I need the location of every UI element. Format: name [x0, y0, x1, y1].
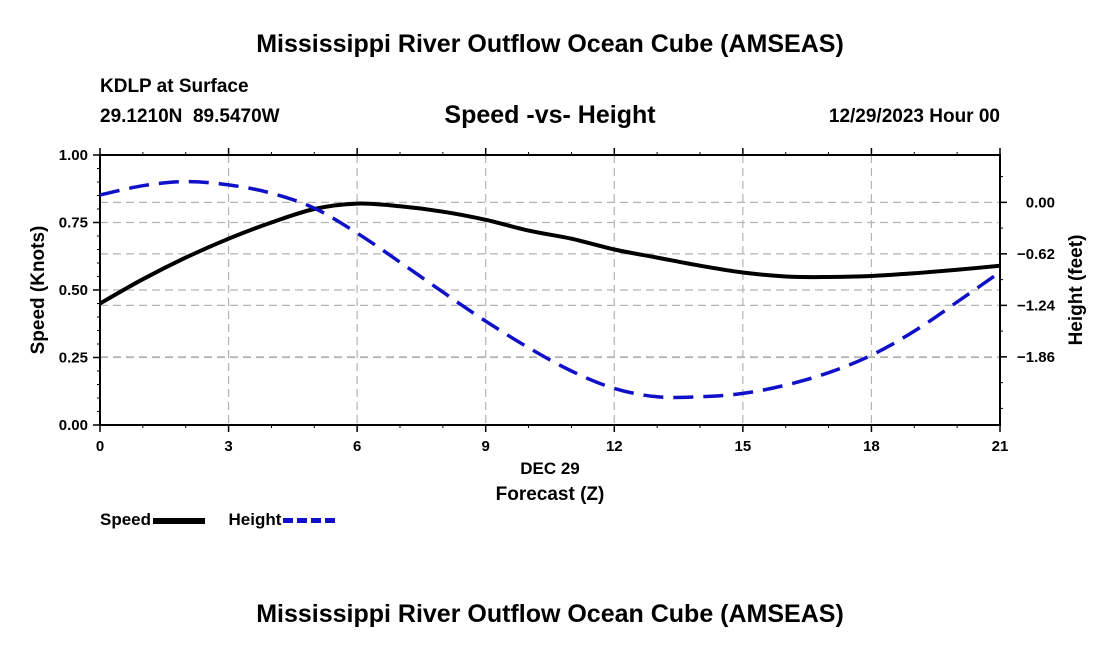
- x-tick-label: 12: [606, 438, 623, 455]
- y2-tick-label: −1.24: [1017, 297, 1056, 314]
- plot-frame: [99, 154, 1001, 426]
- y2-tick-label: 0.00: [1026, 194, 1055, 211]
- x-tick-label: 3: [224, 438, 232, 455]
- station-label: KDLP at Surface: [100, 76, 249, 97]
- legend-speed-label: Speed: [100, 510, 152, 529]
- series-line-height: [99, 179, 1002, 400]
- legend-speed-swatch: [153, 517, 206, 524]
- y-tick-label: 0.25: [59, 350, 88, 367]
- grid-lines: [100, 155, 1000, 425]
- speed-height-chart: 0 3 6 9 12 15 18 21 0.00 0.25 0.50 0.75 1.00 0.00 −0.6…: [28, 147, 1087, 505]
- x-tick-label: 6: [353, 438, 361, 455]
- x-tick-label: 15: [735, 438, 752, 455]
- legend: Speed Height: [100, 510, 336, 530]
- y2-tick-label: −1.86: [1017, 349, 1055, 366]
- chart-subtitle: Speed -vs- Height: [444, 101, 656, 129]
- y-tick-label: 0.50: [59, 282, 88, 299]
- x-tick-label: 21: [992, 438, 1009, 455]
- legend-height-swatch: [283, 518, 336, 524]
- y-axis-title: Speed (Knots): [28, 226, 49, 355]
- footer-title: Mississippi River Outflow Ocean Cube (AM…: [256, 600, 844, 628]
- axis-labels: 0 3 6 9 12 15 18 21 0.00 0.25 0.50 0.75 1.00 0.00 −0.6…: [28, 147, 1087, 505]
- x-axis-date-label: DEC 29: [520, 459, 580, 478]
- legend-height-label: Height: [228, 510, 282, 529]
- series-line-speed: [98, 201, 1001, 306]
- data-series: [98, 179, 1002, 400]
- y-tick-label: 0.00: [59, 417, 88, 434]
- x-tick-label: 9: [482, 438, 490, 455]
- x-tick-label: 18: [863, 438, 880, 455]
- chart-title: Mississippi River Outflow Ocean Cube (AM…: [256, 30, 844, 58]
- y2-tick-label: −0.62: [1017, 246, 1055, 263]
- date-label: 12/29/2023 Hour 00: [828, 106, 1000, 127]
- y2-axis-title: Height (feet): [1066, 235, 1087, 346]
- x-axis-title: Forecast (Z): [496, 484, 605, 505]
- x-tick-label: 0: [96, 438, 104, 455]
- y-tick-label: 1.00: [59, 147, 88, 164]
- y-tick-label: 0.75: [59, 215, 88, 232]
- coordinates-label: 29.1210N 89.5470W: [100, 106, 280, 127]
